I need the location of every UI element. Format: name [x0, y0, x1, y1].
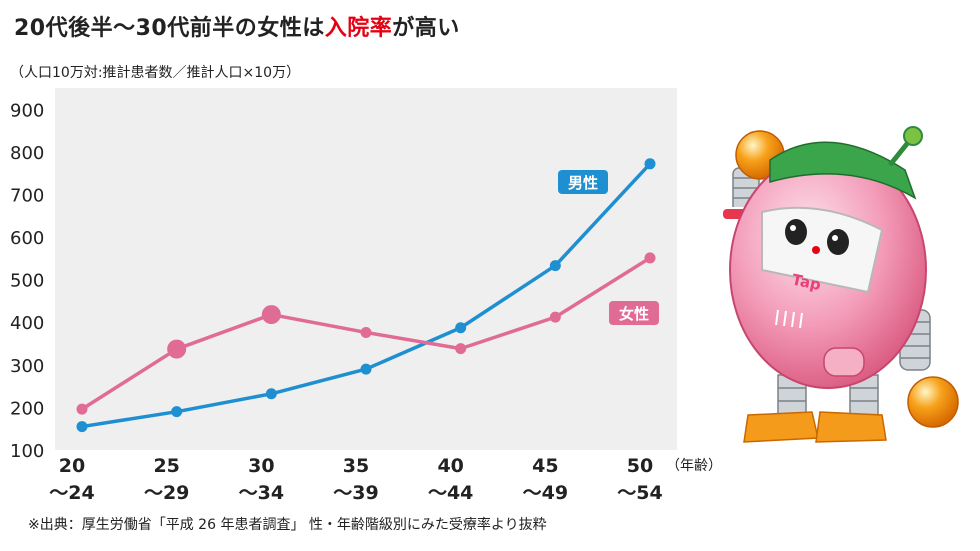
- x-tick-label: 30: [248, 455, 274, 477]
- x-axis-unit: （年齢）: [666, 458, 722, 474]
- x-tick-label-range: 〜39: [333, 482, 378, 504]
- pink-robot-mascot-icon: Tap: [721, 126, 959, 443]
- x-tick-label-range: 〜54: [617, 482, 662, 504]
- series-label-box: [558, 170, 608, 194]
- x-tick-label: 25: [153, 455, 179, 477]
- y-tick-label: 200: [10, 398, 44, 419]
- data-point: [171, 406, 183, 418]
- y-tick-label: 800: [10, 143, 44, 164]
- unit-note: （人口10万対:推計患者数／推計人口×10万）: [10, 65, 301, 81]
- data-point: [644, 252, 656, 264]
- data-point: [360, 363, 372, 375]
- y-axis: 100 200 300 400 500 600 700 800 900: [10, 100, 44, 462]
- data-point: [455, 343, 467, 355]
- x-axis: 20 〜24 25 〜29 30 〜34 35 〜39 40 〜44 45 〜49 50 〜54: [49, 455, 662, 504]
- data-point: [549, 311, 561, 323]
- data-point: [455, 322, 467, 334]
- data-point: [644, 158, 656, 170]
- data-point: [360, 326, 372, 338]
- face-screen: Tap: [761, 206, 884, 294]
- y-tick-label: 700: [10, 185, 44, 206]
- data-point: [76, 403, 88, 415]
- title-accent: 入院率: [324, 16, 393, 41]
- y-tick-label: 900: [10, 100, 44, 121]
- title-text: 20代後半〜30代前半の女性は: [14, 16, 325, 41]
- highlight-point: [167, 339, 187, 359]
- legs: [743, 374, 887, 443]
- source-note: ※出典：厚生労働省「平成 26 年患者調査」 性・年齢階級別にみた受療率より抜粋: [28, 517, 547, 533]
- x-tick-label-range: 〜24: [49, 482, 94, 504]
- x-tick-label: 45: [532, 455, 558, 477]
- chart-title: 20代後半〜30代前半の女性は入院率が高い: [14, 10, 460, 42]
- x-tick-label-range: 〜49: [523, 482, 568, 504]
- y-tick-label: 100: [10, 441, 44, 462]
- x-tick-label: 35: [343, 455, 369, 477]
- x-tick-label-range: 〜29: [144, 482, 189, 504]
- y-tick-label: 600: [10, 228, 44, 249]
- x-tick-label-range: 〜44: [428, 482, 473, 504]
- body-vents: [775, 309, 803, 329]
- x-tick-label: 20: [59, 455, 85, 477]
- highlight-point: [261, 305, 281, 325]
- data-point: [76, 421, 88, 433]
- y-tick-label: 500: [10, 271, 44, 292]
- body-panel: [823, 347, 865, 377]
- plot-area: [55, 88, 677, 450]
- mascot-screen-label: Tap: [790, 270, 823, 294]
- x-tick-label: 40: [437, 455, 463, 477]
- y-tick-label: 300: [10, 356, 44, 377]
- green-hat: [769, 126, 923, 200]
- data-point: [549, 260, 561, 272]
- series-points: [76, 158, 656, 433]
- series-label: 男性: [568, 174, 598, 192]
- data-point: [265, 388, 277, 400]
- series-label: 女性: [619, 305, 649, 323]
- x-tick-label: 50: [627, 455, 653, 477]
- title-text-end: が高い: [392, 16, 460, 41]
- y-tick-label: 400: [10, 313, 44, 334]
- x-tick-label-range: 〜34: [239, 482, 284, 504]
- series-label-box: [609, 301, 659, 325]
